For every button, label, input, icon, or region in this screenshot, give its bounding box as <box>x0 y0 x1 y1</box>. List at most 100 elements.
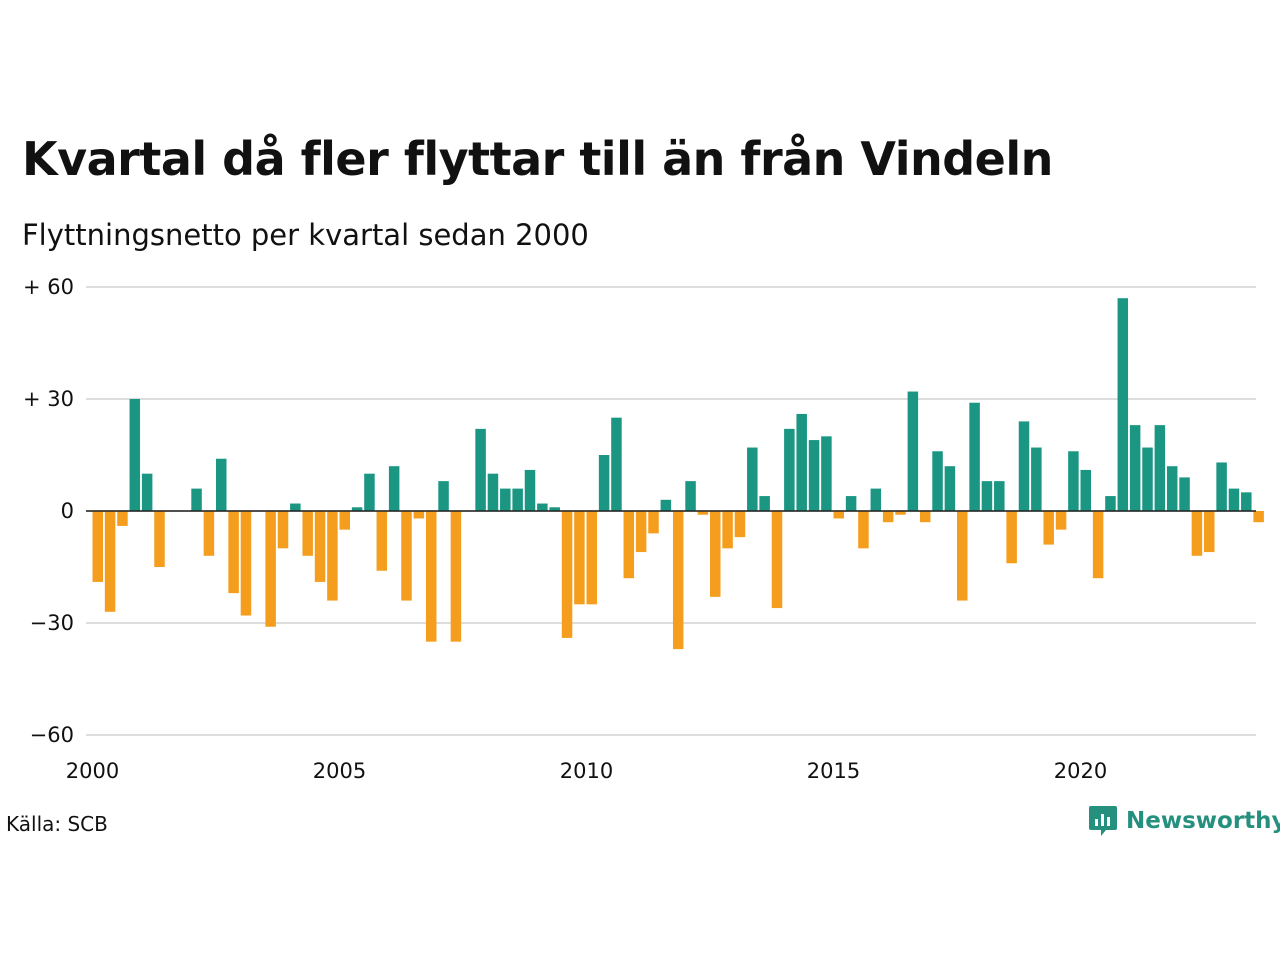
bar <box>413 511 425 519</box>
bar <box>1018 421 1030 511</box>
bar <box>327 511 338 601</box>
bar <box>512 488 523 511</box>
bar <box>537 503 548 511</box>
y-tick-label: + 30 <box>23 387 74 411</box>
bar <box>598 455 610 511</box>
bar <box>635 511 647 553</box>
bar <box>1043 511 1054 545</box>
bar <box>450 511 462 642</box>
bar <box>203 511 215 556</box>
y-tick-label: −30 <box>30 611 74 635</box>
bar <box>796 413 807 511</box>
bar <box>660 499 672 511</box>
chart-subtitle: Flyttningsnetto per kvartal sedan 2000 <box>22 218 589 252</box>
bar <box>870 488 882 511</box>
bar <box>895 511 906 515</box>
bar <box>302 511 313 556</box>
bar <box>425 511 437 642</box>
bar <box>104 511 116 612</box>
bar <box>228 511 239 594</box>
y-tick-label: + 60 <box>23 275 74 299</box>
x-tick-label: 2015 <box>807 759 860 783</box>
bar <box>141 473 153 511</box>
bar <box>969 402 980 511</box>
bar <box>882 511 894 523</box>
bar <box>240 511 252 616</box>
bar <box>1080 469 1091 511</box>
bar <box>290 503 301 511</box>
bar <box>574 511 585 605</box>
bar <box>833 511 844 519</box>
bar <box>1166 466 1178 511</box>
bar <box>314 511 326 582</box>
bar <box>759 496 770 511</box>
x-tick-label: 2005 <box>313 759 366 783</box>
bar <box>932 451 943 511</box>
bar <box>611 417 622 511</box>
y-axis-labels: + 60 + 30 0 −30 −60 <box>23 275 74 747</box>
bar <box>438 481 449 511</box>
newsworthy-logo: Newsworthy <box>1088 804 1280 838</box>
bar <box>1228 488 1240 511</box>
bar <box>586 511 597 605</box>
bar <box>524 469 536 511</box>
bar <box>401 511 412 601</box>
bar <box>1006 511 1017 564</box>
y-tick-label: −60 <box>30 723 74 747</box>
bar <box>475 428 486 511</box>
bar <box>92 511 103 582</box>
bar <box>1216 462 1227 511</box>
bar <box>784 428 795 511</box>
bars <box>92 298 1264 650</box>
bar <box>549 507 560 511</box>
bar <box>734 511 746 538</box>
bar <box>1142 447 1153 511</box>
bar <box>1129 425 1141 511</box>
bar <box>1191 511 1203 556</box>
bar <box>351 507 363 511</box>
newsworthy-logo-text: Newsworthy <box>1126 808 1280 834</box>
bar <box>339 511 350 530</box>
x-tick-label: 2010 <box>560 759 613 783</box>
bar <box>376 511 388 571</box>
bar <box>919 511 931 523</box>
bar <box>191 488 202 511</box>
bar <box>1031 447 1042 511</box>
bar <box>1092 511 1104 579</box>
bar <box>808 440 820 511</box>
bar <box>858 511 869 549</box>
x-axis-labels: 2000 2005 2010 2015 2020 <box>66 759 1107 783</box>
bar <box>845 496 857 511</box>
bar <box>648 511 659 534</box>
y-tick-label: 0 <box>61 499 74 523</box>
bar-chart: + 60 + 30 0 −30 −60 2000 2005 2010 2015 2020 <box>23 275 1264 783</box>
bar <box>129 399 141 511</box>
bar <box>1055 511 1067 530</box>
bar <box>388 466 400 511</box>
newsworthy-logo-icon <box>1089 806 1117 836</box>
bar <box>1154 425 1166 511</box>
bar <box>364 473 375 511</box>
bar <box>500 488 511 511</box>
x-tick-label: 2000 <box>66 759 119 783</box>
bar <box>994 481 1005 511</box>
bar <box>1068 451 1079 511</box>
bar <box>1117 298 1129 511</box>
chart-title: Kvartal då fler flyttar till än från Vin… <box>22 132 1053 186</box>
bar <box>1253 511 1264 523</box>
bar <box>1179 477 1190 511</box>
bar <box>1105 496 1116 511</box>
bar <box>957 511 968 601</box>
bar <box>265 511 276 627</box>
bar <box>907 391 919 511</box>
bar <box>487 473 499 511</box>
bar <box>561 511 573 638</box>
bar <box>981 481 993 511</box>
bar <box>623 511 635 579</box>
bar <box>277 511 289 549</box>
bar <box>722 511 733 549</box>
bar <box>216 458 227 511</box>
bar <box>117 511 128 526</box>
bar <box>672 511 684 650</box>
bar <box>710 511 721 597</box>
